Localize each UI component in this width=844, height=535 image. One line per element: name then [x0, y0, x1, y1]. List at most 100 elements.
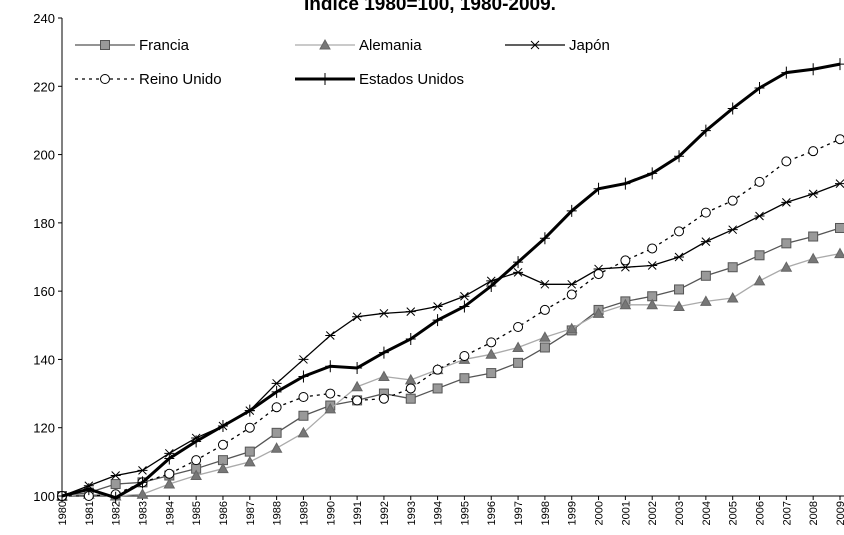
marker	[405, 332, 416, 345]
marker	[319, 38, 331, 50]
marker	[646, 298, 659, 310]
marker	[593, 182, 604, 195]
marker	[459, 373, 470, 384]
marker	[352, 361, 363, 374]
x-tick-label: 1998	[540, 501, 552, 525]
line	[61, 182, 841, 497]
marker	[700, 237, 711, 246]
marker	[405, 383, 416, 394]
x-tick-label: 1981	[84, 501, 96, 525]
x-tick-label: 1980	[57, 501, 69, 525]
chart-title: Índice 1980=100, 1980-2009.	[304, 0, 556, 15]
x-tick-label: 2008	[808, 501, 820, 525]
marker	[217, 420, 228, 433]
legend-label: Japón	[569, 37, 610, 54]
line	[61, 62, 841, 500]
marker	[753, 274, 766, 286]
marker	[298, 370, 309, 383]
marker	[325, 331, 336, 340]
x-tick-label: 1999	[567, 501, 579, 525]
marker	[244, 446, 255, 457]
marker	[137, 466, 148, 475]
legend-item: Japón	[505, 37, 610, 54]
marker	[191, 435, 202, 448]
x-tick-label: 2003	[674, 501, 686, 525]
marker	[351, 380, 363, 392]
marker	[808, 146, 819, 157]
series	[57, 134, 844, 501]
x-tick-label: 1993	[406, 501, 418, 525]
marker	[378, 393, 389, 404]
marker	[593, 269, 604, 280]
marker	[110, 471, 121, 480]
marker	[565, 322, 578, 334]
y-tick-label: 220	[33, 79, 55, 94]
marker	[620, 177, 631, 190]
marker	[100, 40, 110, 50]
marker	[432, 314, 443, 327]
marker	[378, 308, 389, 318]
marker	[324, 402, 337, 414]
marker	[459, 291, 470, 301]
legend-item: Alemania	[295, 37, 422, 54]
marker	[271, 385, 282, 398]
x-tick-label: 2004	[701, 501, 713, 525]
y-tick-label: 100	[33, 489, 55, 504]
marker	[297, 426, 310, 438]
marker	[674, 284, 685, 295]
marker	[432, 302, 443, 311]
marker	[727, 102, 738, 115]
marker	[378, 346, 389, 359]
marker	[619, 298, 632, 310]
x-tick-label: 1990	[325, 501, 337, 525]
marker	[808, 63, 819, 76]
marker	[163, 478, 176, 489]
marker	[781, 156, 792, 167]
marker	[781, 198, 792, 207]
marker	[432, 383, 443, 394]
y-tick-label: 240	[33, 11, 55, 26]
x-tick-label: 1988	[272, 501, 284, 525]
series	[57, 222, 844, 501]
line	[61, 252, 841, 497]
marker	[754, 81, 765, 94]
marker	[137, 476, 148, 489]
marker	[164, 452, 175, 465]
marker	[674, 150, 685, 163]
marker	[592, 307, 605, 318]
marker	[432, 364, 443, 375]
marker	[485, 348, 498, 359]
marker	[539, 304, 550, 315]
line	[61, 227, 841, 497]
marker	[700, 270, 711, 281]
marker	[673, 300, 685, 312]
marker	[298, 355, 309, 364]
marker	[647, 167, 658, 180]
marker	[754, 176, 765, 187]
marker	[244, 422, 255, 433]
marker	[486, 368, 497, 379]
marker	[674, 226, 685, 237]
marker	[647, 243, 658, 254]
marker	[244, 404, 255, 417]
x-tick-label: 1996	[486, 501, 498, 525]
y-tick-label: 120	[33, 421, 55, 436]
legend-item: Estados Unidos	[295, 71, 464, 88]
marker	[110, 491, 121, 504]
line	[62, 138, 841, 497]
marker	[726, 291, 739, 303]
marker	[512, 341, 524, 352]
legend-item: Reino Unido	[75, 71, 222, 88]
x-tick-label: 2007	[781, 501, 793, 525]
y-tick-label: 140	[33, 352, 55, 367]
x-tick-label: 1992	[379, 501, 391, 525]
marker	[459, 300, 470, 313]
marker	[530, 40, 540, 50]
marker	[405, 393, 416, 404]
marker	[835, 179, 844, 188]
legend-label: Reino Unido	[139, 71, 222, 88]
marker	[727, 262, 738, 273]
x-tick-label: 2006	[755, 501, 767, 525]
